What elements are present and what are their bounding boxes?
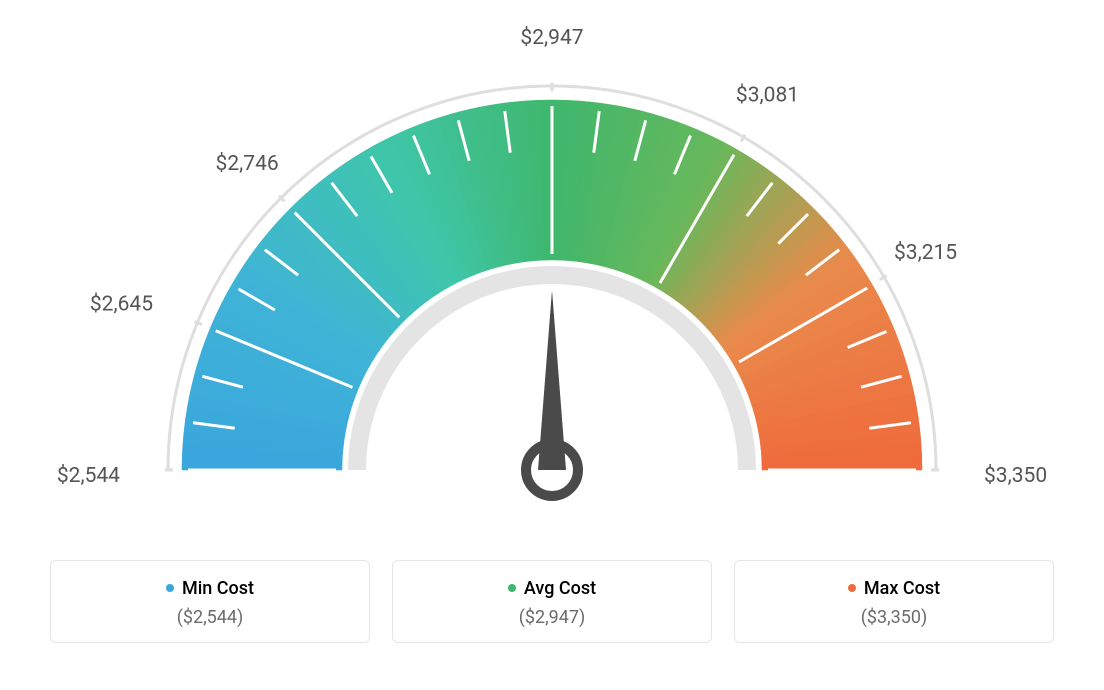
cost-gauge-chart: $2,544 $2,645 $2,746 $2,947 $3,081 $3,215 $3,3… [0, 0, 1104, 540]
gauge-tick-label: $2,947 [520, 26, 583, 50]
legend-card-avg: Avg Cost ($2,947) [392, 560, 712, 643]
legend-label-min-text: Min Cost [182, 578, 254, 599]
gauge-tick-label: $3,081 [736, 84, 799, 108]
legend-card-min: Min Cost ($2,544) [50, 560, 370, 643]
legend-row: Min Cost ($2,544) Avg Cost ($2,947) Max … [0, 540, 1104, 643]
gauge-tick-label: $3,350 [984, 464, 1047, 488]
legend-card-max: Max Cost ($3,350) [734, 560, 1054, 643]
legend-dot-max [848, 584, 856, 592]
legend-label-avg-text: Avg Cost [524, 578, 596, 599]
legend-value-min: ($2,544) [61, 607, 359, 628]
legend-label-min: Min Cost [166, 578, 254, 599]
legend-label-max: Max Cost [848, 578, 940, 599]
gauge-tick-label: $2,544 [57, 464, 120, 488]
gauge-svg: $2,544 $2,645 $2,746 $2,947 $3,081 $3,215 $3,3… [0, 0, 1104, 540]
legend-value-avg: ($2,947) [403, 607, 701, 628]
legend-dot-avg [508, 584, 516, 592]
legend-value-max: ($3,350) [745, 607, 1043, 628]
legend-dot-min [166, 584, 174, 592]
legend-label-max-text: Max Cost [864, 578, 940, 599]
gauge-tick-label: $2,645 [90, 292, 153, 316]
legend-label-avg: Avg Cost [508, 578, 596, 599]
gauge-tick-label: $3,215 [894, 241, 957, 265]
gauge-tick-label: $2,746 [216, 152, 279, 176]
